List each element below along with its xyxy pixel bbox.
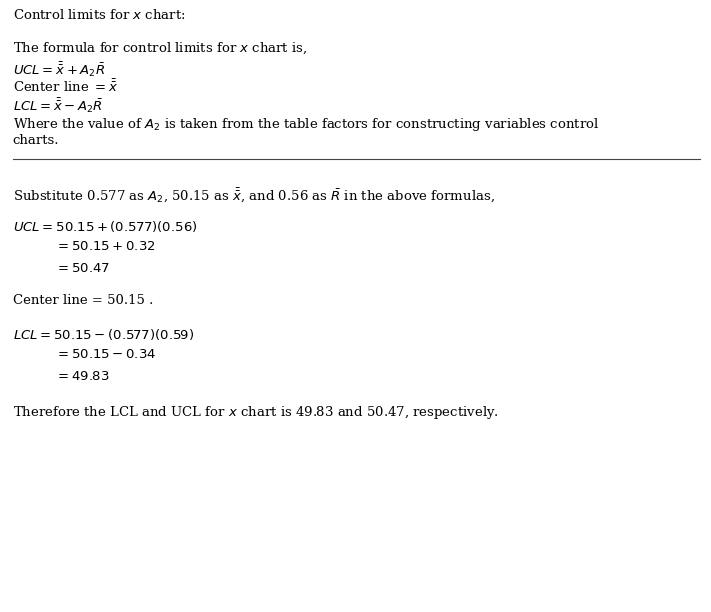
- Text: $= 50.47$: $= 50.47$: [55, 262, 111, 275]
- Text: Therefore the LCL and UCL for $x$ chart is 49.83 and 50.47, respectively.: Therefore the LCL and UCL for $x$ chart …: [13, 404, 498, 421]
- Text: $= 50.15 - 0.34$: $= 50.15 - 0.34$: [55, 348, 156, 361]
- Text: Substitute 0.577 as $A_2$, 50.15 as $\bar{\bar{x}}$, and 0.56 as $\bar{R}$ in th: Substitute 0.577 as $A_2$, 50.15 as $\ba…: [13, 186, 495, 204]
- Text: Center line $= \bar{\bar{x}}$: Center line $= \bar{\bar{x}}$: [13, 79, 118, 95]
- Text: The formula for control limits for $x$ chart is,: The formula for control limits for $x$ c…: [13, 40, 307, 56]
- Text: $LCL = \bar{\bar{x}} - A_2\bar{R}$: $LCL = \bar{\bar{x}} - A_2\bar{R}$: [13, 97, 102, 116]
- Text: Center line = 50.15 .: Center line = 50.15 .: [13, 294, 153, 307]
- Text: $= 49.83$: $= 49.83$: [55, 370, 110, 382]
- Text: Where the value of $A_2$ is taken from the table factors for constructing variab: Where the value of $A_2$ is taken from t…: [13, 116, 599, 133]
- Text: $= 50.15 + 0.32$: $= 50.15 + 0.32$: [55, 240, 156, 253]
- Text: $UCL = \bar{\bar{x}} + A_2\bar{R}$: $UCL = \bar{\bar{x}} + A_2\bar{R}$: [13, 60, 105, 78]
- Text: charts.: charts.: [13, 134, 59, 147]
- Text: Control limits for $x$ chart:: Control limits for $x$ chart:: [13, 8, 186, 22]
- Text: $UCL = 50.15 + (0.577)(0.56)$: $UCL = 50.15 + (0.577)(0.56)$: [13, 218, 197, 234]
- Text: $LCL = 50.15 - (0.577)(0.59)$: $LCL = 50.15 - (0.577)(0.59)$: [13, 327, 194, 341]
